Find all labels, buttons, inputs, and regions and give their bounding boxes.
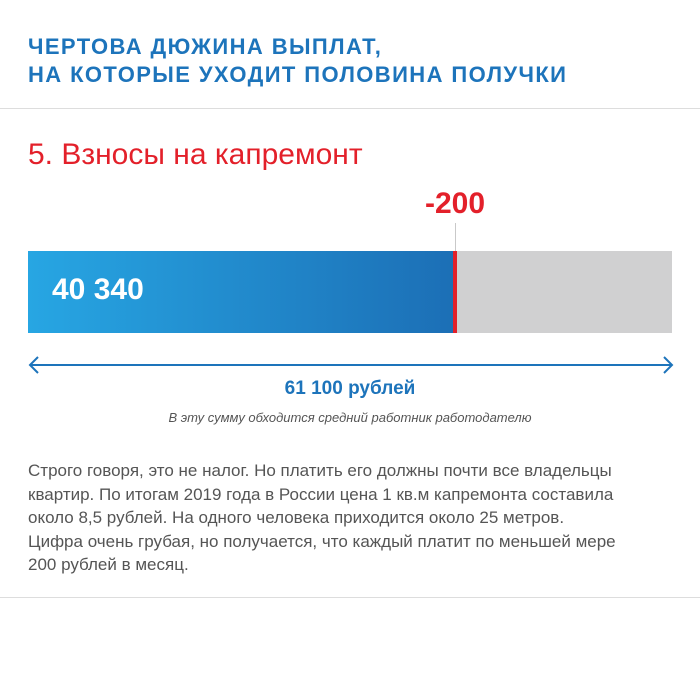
total-label: 61 100 рублей	[284, 378, 416, 399]
header-title-line-2: НА КОТОРЫЕ УХОДИТ ПОЛОВИНА ПОЛУЧКИ	[28, 62, 568, 87]
footer-divider	[0, 597, 700, 598]
section-title: 5. Взносы на капремонт	[28, 138, 363, 171]
arrow-left-head	[28, 356, 39, 374]
arrow-right-head	[663, 356, 674, 374]
bar-value-label: 40 340	[52, 273, 144, 306]
body-line: Цифра очень грубая, но получается, что к…	[28, 531, 616, 551]
body-line: квартир. По итогам 2019 года в России це…	[28, 484, 614, 504]
bar-share-segment	[453, 251, 457, 333]
header-title-line-1: ЧЕРТОВА ДЮЖИНА ВЫПЛАТ,	[28, 34, 383, 59]
header: ЧЕРТОВА ДЮЖИНА ВЫПЛАТ, НА КОТОРЫЕ УХОДИТ…	[0, 0, 700, 109]
bar-fill	[28, 251, 453, 333]
bar-track: 40 340	[28, 251, 672, 333]
body-line: Строго говоря, это не налог. Но платить …	[28, 461, 612, 480]
body-line: 200 рублей в месяц.	[28, 555, 189, 574]
share-value-label: -200	[424, 187, 486, 220]
body-line: около 8,5 рублей. На одного человека при…	[28, 508, 565, 527]
share-pointer-line	[455, 223, 456, 251]
total-range-arrow	[28, 356, 674, 374]
body-paragraph: Строго говоря, это не налог. Но платить …	[28, 459, 678, 577]
chart-caption: В эту сумму обходится средний работник р…	[168, 410, 532, 425]
